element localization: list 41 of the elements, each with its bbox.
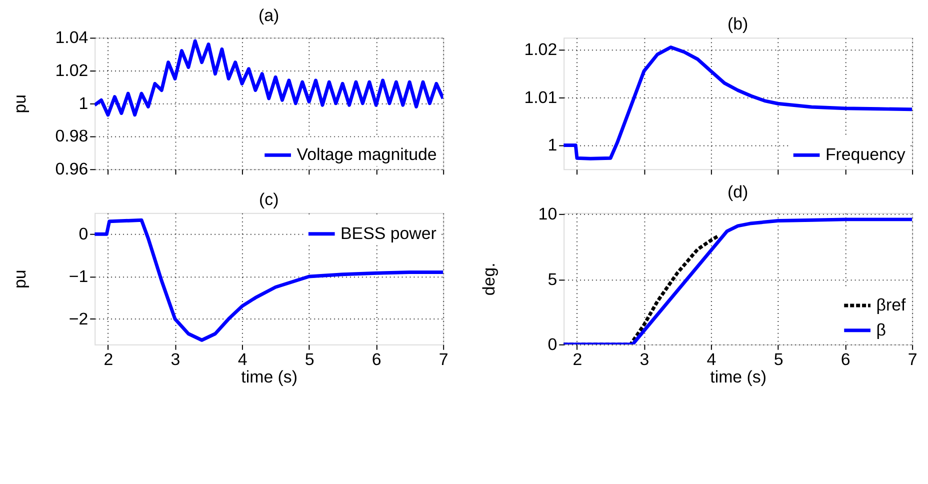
legend-label: BESS power (340, 224, 437, 243)
x-tick-label: 4 (238, 350, 248, 369)
y-tick-label: 5 (548, 270, 558, 289)
y-tick-label: 10 (538, 204, 558, 224)
x-tick-label: 7 (908, 350, 918, 369)
legend-label: Frequency (825, 145, 906, 164)
y-tick-label: 1 (548, 136, 558, 155)
chart-title: (b) (727, 14, 748, 34)
x-tick-label: 4 (706, 350, 716, 369)
y-tick-label: −2 (68, 309, 88, 328)
y-tick-label: 0.98 (55, 126, 88, 146)
x-tick-label: 6 (840, 350, 850, 369)
x-tick-label: 3 (170, 350, 180, 369)
y-tick-label: 0 (548, 334, 558, 354)
y-tick-label: 0 (78, 224, 88, 244)
x-tick-label: 2 (572, 350, 582, 369)
x-axis-title: time (s) (710, 368, 766, 387)
x-tick-label: 5 (304, 350, 314, 369)
y-tick-label: 1.04 (55, 28, 88, 48)
y-axis-title: pu (10, 94, 30, 114)
x-tick-label: 7 (438, 350, 448, 369)
y-axis-title: deg. (479, 262, 498, 296)
chart-title: (a) (258, 6, 280, 25)
y-tick-label: 1.02 (524, 40, 558, 60)
x-tick-label: 3 (640, 350, 650, 369)
y-axis-title: pu (10, 270, 30, 289)
x-tick-label: 2 (104, 350, 114, 369)
chart-title: (c) (258, 190, 279, 209)
legend-label: β (876, 320, 886, 340)
x-tick-label: 5 (774, 350, 784, 369)
y-tick-label: 0.96 (55, 160, 88, 179)
x-axis-title: time (s) (241, 368, 298, 387)
y-tick-label: 1.01 (524, 88, 558, 107)
line-series (94, 218, 444, 342)
y-tick-label: 1.02 (55, 61, 88, 80)
y-tick-label: 1 (78, 94, 88, 113)
chart-title: (d) (727, 182, 748, 202)
legend-label: βref (876, 296, 906, 315)
legend-label: Voltage magnitude (296, 145, 437, 164)
y-tick-label: −1 (68, 267, 88, 286)
x-tick-label: 6 (372, 350, 382, 369)
